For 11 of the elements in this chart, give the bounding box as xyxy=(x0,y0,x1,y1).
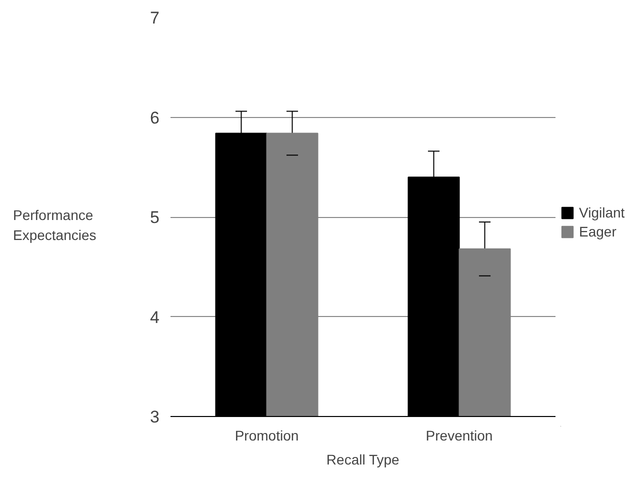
y-tick-label: 4 xyxy=(150,308,160,327)
y-tick-label: 5 xyxy=(150,208,160,227)
x-tick-label: Promotion xyxy=(234,428,299,444)
x-axis-title: Recall Type xyxy=(326,452,400,468)
y-tick-label: 6 xyxy=(150,108,160,128)
y-axis-title: Performance Expectancies xyxy=(12,206,96,245)
legend-label: Eager xyxy=(579,223,616,239)
legend-label: Vigilant xyxy=(579,204,625,220)
y-tick-label: 3 xyxy=(150,408,160,426)
y-tick-label: 7 xyxy=(150,8,160,28)
x-tick-label: Prevention xyxy=(426,428,493,444)
